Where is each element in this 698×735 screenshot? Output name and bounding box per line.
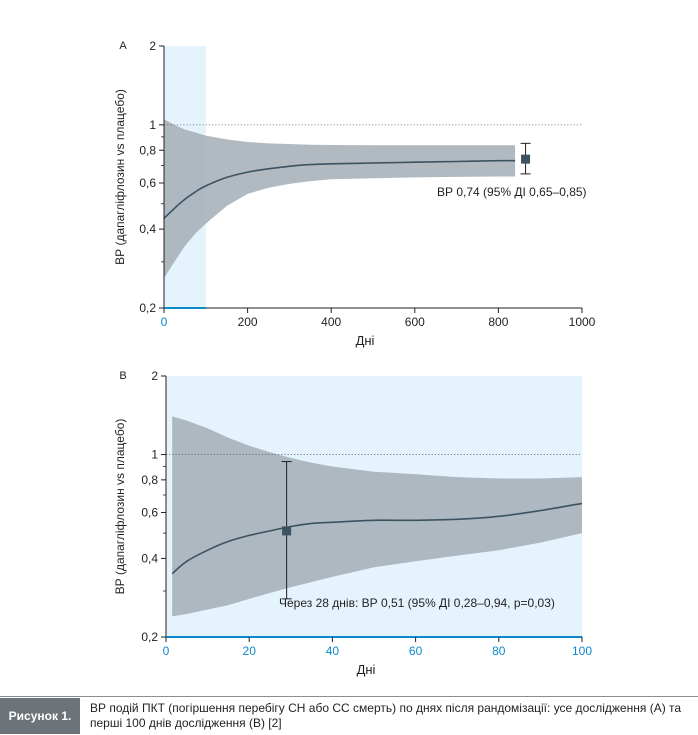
- confidence-band: [164, 119, 516, 279]
- x-tick-label: 80: [492, 644, 506, 658]
- x-tick-label: 40: [326, 644, 340, 658]
- x-axis-label: Дні: [356, 333, 375, 348]
- y-tick-label: 0,6: [139, 176, 156, 190]
- y-axis-label: ВР (дапагліфлозин vs плацебо): [113, 89, 127, 265]
- y-tick-label: 1: [151, 448, 158, 462]
- x-tick-label: 400: [321, 315, 341, 329]
- point-estimate-marker: [282, 526, 292, 536]
- x-tick-label: 1000: [569, 315, 596, 329]
- x-tick-label: 600: [405, 315, 425, 329]
- x-axis-label: Дні: [357, 662, 376, 677]
- y-tick-label: 0,4: [141, 551, 158, 565]
- y-tick-label: 0,8: [139, 143, 156, 157]
- panel-label: B: [119, 370, 126, 382]
- x-tick-label: 0: [163, 644, 170, 658]
- x-tick-label: 200: [238, 315, 258, 329]
- hazard-ratio-line: [171, 502, 583, 575]
- x-tick-label: 100: [572, 644, 592, 658]
- x-tick-label: 0: [161, 315, 168, 329]
- figure-caption: Рисунок 1. ВР подій ПКТ (погіршення пере…: [0, 696, 698, 735]
- annotation-text: Через 28 днів: ВР 0,51 (95% ДІ 0,28–0,94…: [279, 596, 555, 610]
- caption-label: Рисунок 1.: [0, 698, 80, 734]
- y-tick-label: 2: [151, 369, 158, 383]
- y-tick-label: 0,4: [139, 222, 156, 236]
- hazard-ratio-line: [163, 159, 516, 219]
- annotation-text: ВР 0,74 (95% ДІ 0,65–0,85): [437, 185, 587, 199]
- y-tick-label: 0,2: [139, 301, 156, 315]
- y-tick-label: 2: [149, 39, 156, 53]
- x-tick-label: 800: [488, 315, 508, 329]
- x-tick-label: 20: [243, 644, 257, 658]
- y-tick-label: 0,2: [141, 630, 158, 644]
- y-tick-label: 0,8: [141, 473, 158, 487]
- chart-panel-a: 0,2 0,4 0,6 0,8 1 2 0 200 400 600 800 1000 Дні ВР (да…: [113, 39, 596, 348]
- x-tick-label: 60: [409, 644, 423, 658]
- y-tick-label: 0,6: [141, 505, 158, 519]
- confidence-band: [172, 416, 582, 617]
- point-estimate-marker: [521, 154, 531, 164]
- panel-label: A: [119, 40, 127, 52]
- y-tick-label: 1: [149, 118, 156, 132]
- y-axis-label: ВР (дапагліфлозин vs плацебо): [113, 419, 127, 595]
- caption-text: ВР подій ПКТ (погіршення перебігу СН або…: [90, 701, 682, 730]
